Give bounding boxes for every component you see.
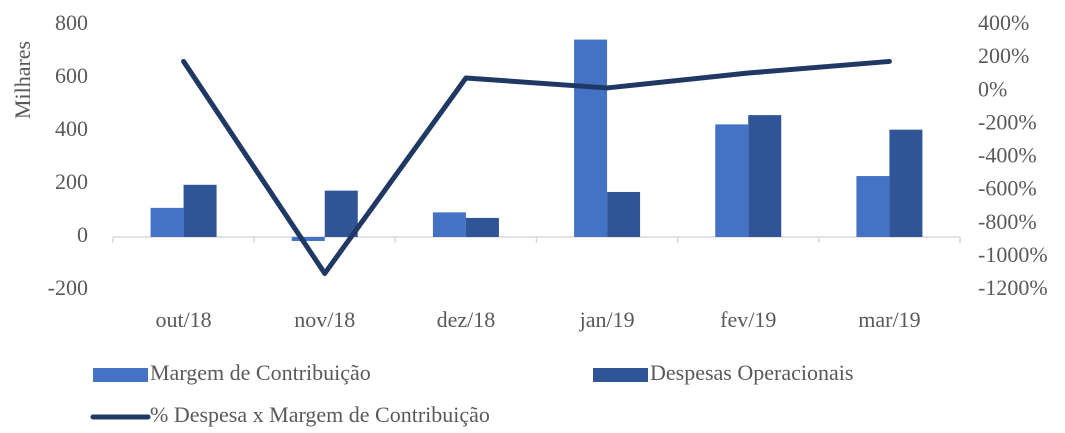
bar (607, 191, 641, 237)
bar (748, 115, 782, 237)
legend-label: % Despesa x Margem de Contribuição (150, 402, 490, 427)
y-axis-title: Milhares (10, 41, 35, 119)
y2-tick-label: -800% (978, 209, 1037, 234)
y-tick-label: 400 (55, 116, 88, 141)
y2-tick-label: 200% (978, 43, 1029, 68)
bar (150, 207, 184, 237)
bar (889, 129, 923, 237)
y2-tick-label: -400% (978, 143, 1037, 168)
line-series (181, 58, 892, 276)
y-tick-label: 800 (55, 10, 88, 35)
bar (574, 39, 608, 238)
y2-tick-label: -1000% (978, 242, 1048, 267)
y-tick-label: 200 (55, 169, 88, 194)
y2-tick-label: 400% (978, 10, 1029, 35)
x-tick-label: fev/19 (720, 307, 776, 332)
y2-tick-label: -600% (978, 176, 1037, 201)
x-tick-label: nov/18 (294, 307, 355, 332)
x-tick-label: dez/18 (437, 307, 496, 332)
y2-tick-label: 0% (978, 76, 1007, 101)
x-tick-label: out/18 (155, 307, 211, 332)
bar (856, 176, 890, 237)
legend-swatch (93, 368, 148, 382)
y2-tick-label: -1200% (978, 275, 1048, 300)
y2-tick-label: -200% (978, 109, 1037, 134)
bar (291, 237, 325, 241)
x-tick-label: mar/19 (858, 307, 920, 332)
y-tick-label: 600 (55, 63, 88, 88)
bar (465, 217, 499, 237)
x-tick-label: jan/19 (579, 307, 635, 332)
y-tick-label: -200 (48, 275, 88, 300)
y-tick-label: 0 (77, 222, 88, 247)
bar (432, 212, 466, 237)
bar (183, 184, 217, 237)
legend-label: Margem de Contribuição (150, 360, 371, 385)
bar (324, 190, 358, 237)
legend-swatch (593, 368, 648, 382)
bar (715, 124, 749, 237)
legend-label: Despesas Operacionais (650, 360, 853, 385)
